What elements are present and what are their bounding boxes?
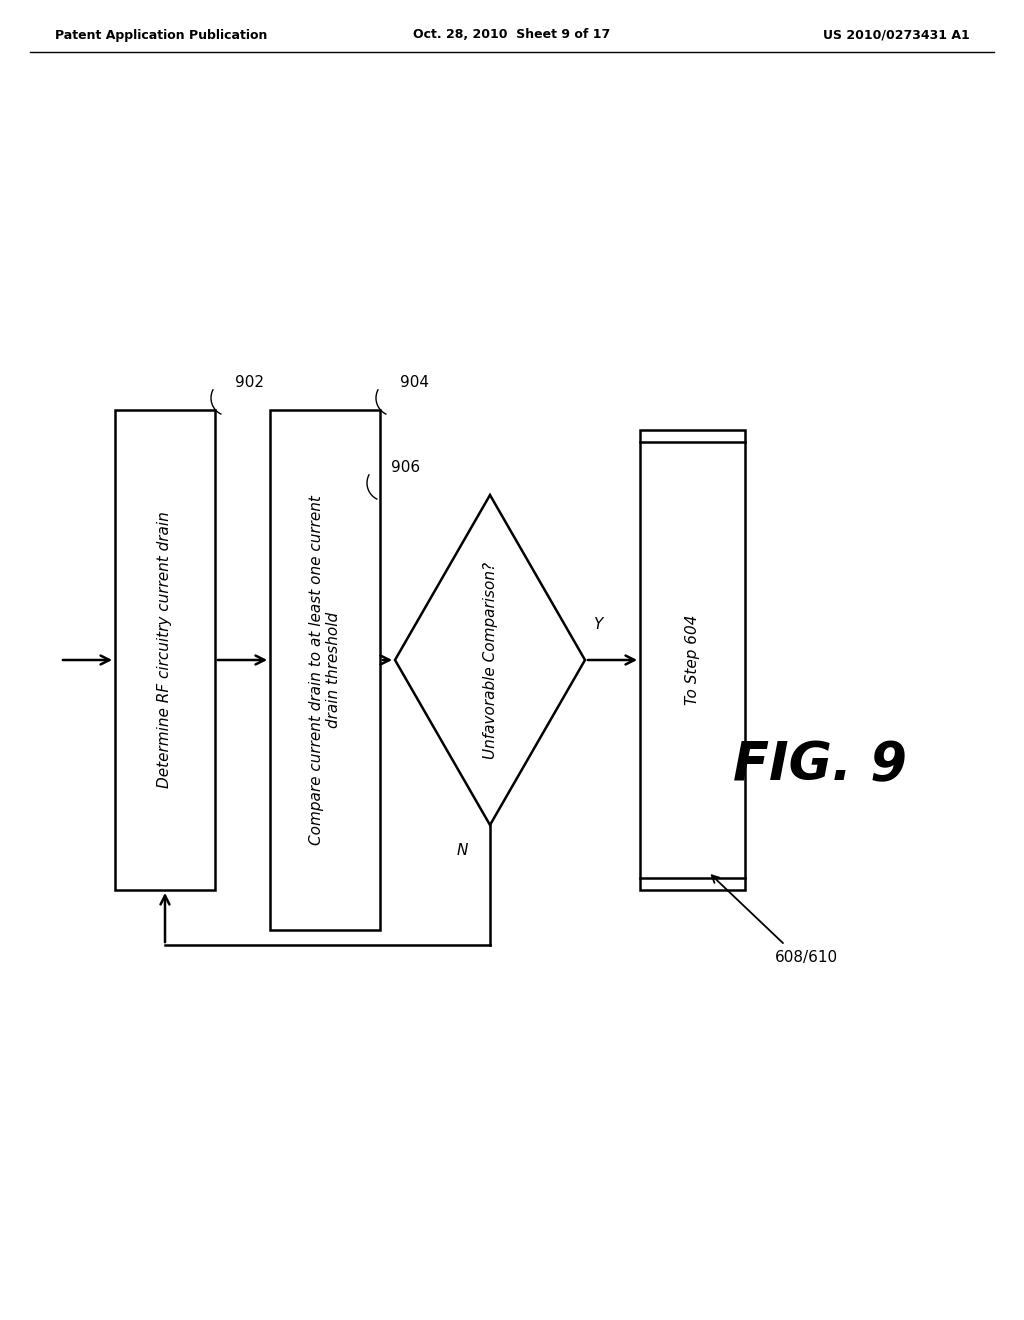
Text: 902: 902 <box>234 375 264 389</box>
Text: FIG. 9: FIG. 9 <box>733 739 907 791</box>
Text: To Step 604: To Step 604 <box>685 615 700 705</box>
Text: Patent Application Publication: Patent Application Publication <box>55 29 267 41</box>
Polygon shape <box>395 495 585 825</box>
Bar <box>270 411 380 931</box>
Bar <box>640 430 745 890</box>
Text: Oct. 28, 2010  Sheet 9 of 17: Oct. 28, 2010 Sheet 9 of 17 <box>414 29 610 41</box>
Text: Determine RF circuitry current drain: Determine RF circuitry current drain <box>158 512 172 788</box>
Text: N: N <box>457 843 468 858</box>
Text: 608/610: 608/610 <box>775 950 838 965</box>
Text: US 2010/0273431 A1: US 2010/0273431 A1 <box>823 29 970 41</box>
Text: Y: Y <box>593 616 602 632</box>
Text: Unfavorable Comparison?: Unfavorable Comparison? <box>482 561 498 759</box>
Text: 906: 906 <box>391 459 420 475</box>
Text: Compare current drain to at least one current
drain threshold: Compare current drain to at least one cu… <box>309 495 341 845</box>
Text: 904: 904 <box>400 375 429 389</box>
Bar <box>115 411 215 890</box>
